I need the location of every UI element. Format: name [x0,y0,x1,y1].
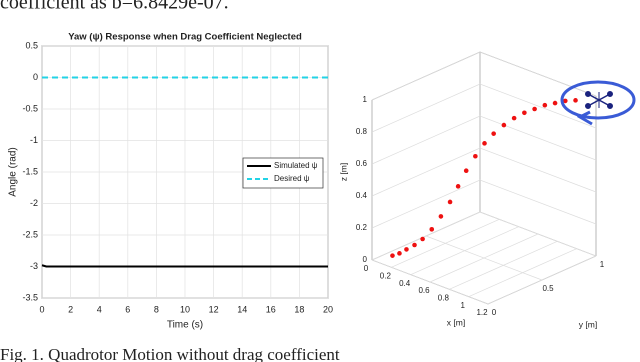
caption: Fig. 1. Quadrotor Motion without drag co… [0,345,340,362]
x-tick-label: 10 [180,304,190,314]
grid-line [425,235,543,281]
y-tick-label: -0.5 [22,103,38,113]
trajectory-point [482,141,487,146]
x-tick-label: 1.2 [476,308,488,317]
x-tick-label: 0 [39,304,44,314]
trajectory-point [404,247,409,252]
grid-line [371,115,597,165]
trajectory-point [429,227,435,232]
z-axis-label: z [m] [338,163,348,181]
x-axis-label: x [m] [447,317,465,327]
trajectory-point [542,102,548,108]
trajectory-point [511,115,517,121]
grid-segment [371,83,597,133]
legend-label: Desired ψ [274,174,310,183]
x-tick-label: 12 [209,304,219,314]
header-text: coefficient as b=6.8429e-07. [0,0,229,14]
trajectory-point [412,242,417,248]
legend-label: Simulated ψ [274,161,318,170]
x-tick-label: 0.4 [399,279,411,288]
z-tick-label: 0.2 [356,223,368,232]
grid-segment [371,147,597,197]
z-tick-label: 0 [363,255,368,264]
grid-line [371,51,597,101]
y-tick-label: 0.5 [542,284,554,293]
y-tick-label: -2 [30,198,38,208]
grid-segment [371,211,597,261]
x-tick-label: 8 [154,304,159,314]
x-tick-label: 16 [266,304,276,314]
grid-segment [371,179,597,229]
trajectory-point [552,100,558,106]
z-tick-label: 0.6 [356,159,368,168]
trajectory-point [390,253,395,258]
y-axis-label: y [m] [579,319,597,329]
x-tick-label: 2 [68,304,73,314]
y-tick-label: -3.5 [22,292,38,302]
y-tick-label: -1 [30,135,38,145]
trajectory-point [473,153,478,159]
trajectory-point [491,131,496,136]
grid-line [371,211,597,261]
trajectory-point [463,168,469,174]
chart-title: Yaw (ψ) Response when Drag Coefficient N… [68,32,302,43]
trajectory-point [455,184,461,189]
x-tick-label: 0.2 [380,271,392,280]
y-tick-label: -3 [30,261,38,271]
grid-line [371,179,597,229]
x-tick-label: 18 [294,304,304,314]
trajectory-point [420,236,425,242]
grid-segment [371,115,597,165]
grid-line [371,83,597,133]
y-tick-label: 1 [600,260,605,269]
z-tick-label: 1 [363,95,368,104]
x-tick-label: 6 [125,304,130,314]
y-tick-label: 0.5 [25,40,38,50]
quadrotor-icon [560,80,636,126]
trajectory-point [532,106,537,112]
grid-segment [371,51,597,101]
trajectory-point [438,214,444,219]
trajectory-point [573,98,578,103]
grid-line [371,259,489,305]
z-tick-label: 0.4 [356,191,368,200]
trajectory-point [522,110,527,116]
x-tick-label: 0 [364,264,369,273]
grid-line [371,147,597,197]
trajectory-point [563,98,568,104]
y-tick-label: -2.5 [22,229,38,239]
y-tick-label: 0 [492,308,497,317]
x-tick-label: 4 [97,304,102,314]
trajectory-point [447,199,453,205]
x-tick-label: 14 [237,304,247,314]
legend-box [242,157,324,189]
y-tick-label: 0 [33,72,38,82]
x-axis-label: Time (s) [167,320,203,331]
x-tick-label: 20 [323,304,333,314]
series-line [41,264,328,268]
x-tick-label: 0.8 [438,293,450,302]
y-tick-label: -1.5 [22,166,38,176]
x-tick-label: 0.6 [418,286,430,295]
z-tick-label: 0.8 [356,127,368,136]
trajectory-point [501,122,507,128]
y-axis-label: Angle (rad) [8,147,19,196]
x-tick-label: 1 [460,301,465,310]
trajectory-point [397,251,402,256]
